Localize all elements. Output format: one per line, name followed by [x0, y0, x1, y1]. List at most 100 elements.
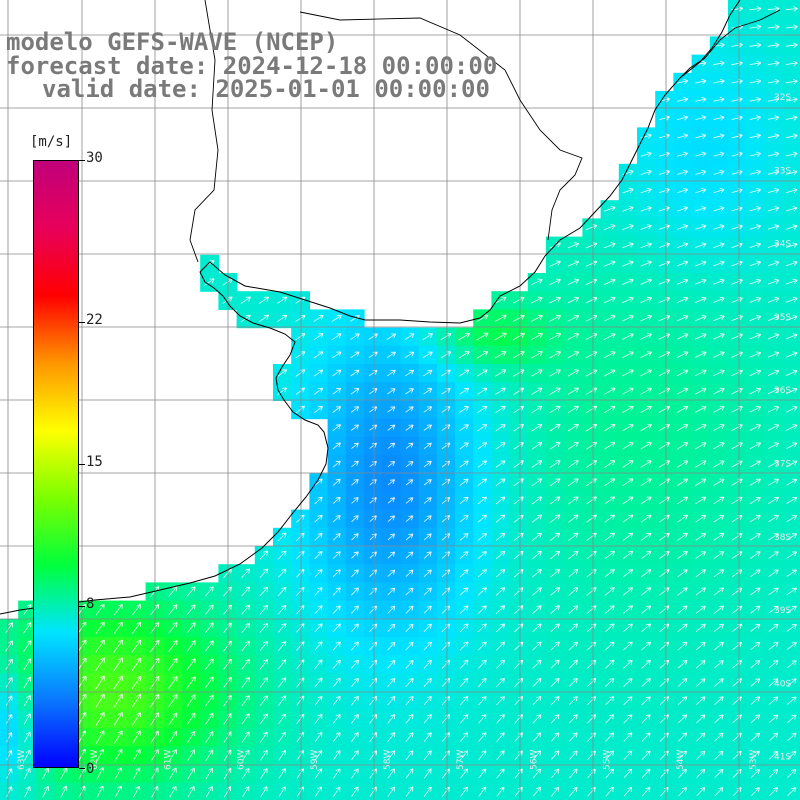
wind-cell: [382, 382, 401, 401]
wind-arrow: [713, 296, 725, 303]
wind-arrow: [314, 532, 323, 541]
wind-arrow: [695, 478, 707, 486]
wind-arrow: [713, 115, 725, 121]
wind-arrow: [604, 424, 616, 432]
wind-arrow: [677, 533, 688, 541]
wind-arrow: [749, 60, 762, 67]
wind-arrow: [512, 332, 525, 341]
wind-cell: [382, 436, 401, 456]
wind-arrow: [423, 696, 432, 706]
wind-cell: [327, 364, 347, 383]
wind-cell: [728, 764, 747, 784]
wind-arrow: [495, 478, 506, 487]
wind-cell: [709, 637, 729, 656]
wind-cell: [109, 600, 128, 620]
wind-arrow: [478, 732, 487, 742]
wind-arrow: [786, 587, 797, 596]
wind-arrow: [731, 551, 743, 559]
wind-cell: [691, 564, 711, 583]
wind-cell: [473, 655, 492, 674]
wind-arrow: [241, 749, 250, 761]
wind-cell: [345, 400, 365, 420]
wind-cell: [764, 618, 784, 638]
wind-cell: [546, 291, 565, 310]
wind-arrow: [695, 278, 707, 285]
wind-cell: [327, 764, 347, 784]
wind-arrow: [423, 732, 432, 742]
wind-cell: [600, 655, 620, 674]
wind-cell: [509, 345, 529, 365]
wind-arrow: [749, 424, 762, 431]
lon-label: 58W: [383, 750, 393, 770]
wind-arrow: [459, 478, 469, 486]
wind-cell: [728, 691, 747, 711]
wind-arrow: [441, 623, 451, 633]
wind-cell: [637, 382, 656, 401]
wind-arrow: [477, 587, 487, 596]
wind-arrow: [768, 750, 779, 760]
wind-arrow: [767, 297, 780, 303]
wind-cell: [527, 291, 547, 310]
wind-arrow: [386, 351, 396, 359]
wind-arrow: [241, 622, 251, 633]
wind-cell: [436, 637, 456, 656]
wind-cell: [436, 491, 456, 511]
wind-arrow: [731, 569, 743, 578]
wind-arrow: [767, 6, 780, 12]
wind-cell: [327, 582, 347, 602]
wind-arrow: [332, 551, 341, 559]
wind-cell: [236, 673, 256, 693]
wind-arrow: [332, 515, 341, 523]
wind-arrow: [387, 641, 396, 651]
wind-cell: [709, 691, 729, 711]
wind-arrow: [749, 478, 761, 486]
wind-cell: [91, 600, 110, 620]
wind-arrow: [767, 242, 780, 248]
wind-arrow: [477, 569, 487, 578]
wind-arrow: [567, 424, 579, 432]
wind-cell: [728, 473, 747, 492]
wind-cell: [691, 364, 711, 383]
wind-arrow: [258, 296, 270, 304]
wind-arrow: [351, 623, 359, 633]
colorbar-tick-mark: [79, 605, 85, 607]
wind-cell: [127, 673, 147, 693]
wind-cell: [491, 546, 511, 565]
wind-cell: [400, 473, 420, 492]
wind-arrow: [350, 388, 360, 395]
wind-arrow: [550, 569, 561, 578]
wind-arrow: [659, 569, 670, 578]
wind-cell: [746, 400, 765, 420]
wind-cell: [582, 673, 602, 693]
lat-label: 36S: [774, 386, 791, 396]
wind-arrow: [405, 461, 414, 468]
wind-cell: [400, 618, 420, 638]
wind-cell: [254, 691, 274, 711]
wind-arrow: [477, 514, 487, 523]
wind-arrow: [696, 714, 706, 724]
wind-arrow: [387, 695, 396, 706]
wind-arrow: [623, 678, 633, 687]
wind-cell: [400, 345, 420, 365]
wind-arrow: [676, 442, 689, 450]
wind-cell: [182, 764, 201, 784]
wind-arrow: [459, 605, 469, 614]
wind-arrow: [605, 750, 615, 760]
lat-label: 32S: [774, 93, 791, 103]
wind-cell: [728, 582, 747, 602]
wind-cell: [764, 491, 784, 511]
wind-arrow: [604, 224, 616, 230]
wind-cell: [309, 564, 329, 583]
wind-arrow: [640, 442, 652, 450]
wind-cell: [709, 673, 729, 693]
wind-cell: [400, 655, 420, 674]
wind-arrow: [387, 768, 396, 779]
wind-arrow: [113, 603, 123, 616]
wind-cell: [436, 436, 456, 456]
wind-cell: [345, 491, 365, 511]
wind-cell: [546, 509, 565, 529]
wind-arrow: [241, 731, 250, 743]
wind-arrow: [240, 314, 251, 323]
wind-cell: [182, 691, 201, 711]
wind-arrow: [186, 604, 196, 615]
